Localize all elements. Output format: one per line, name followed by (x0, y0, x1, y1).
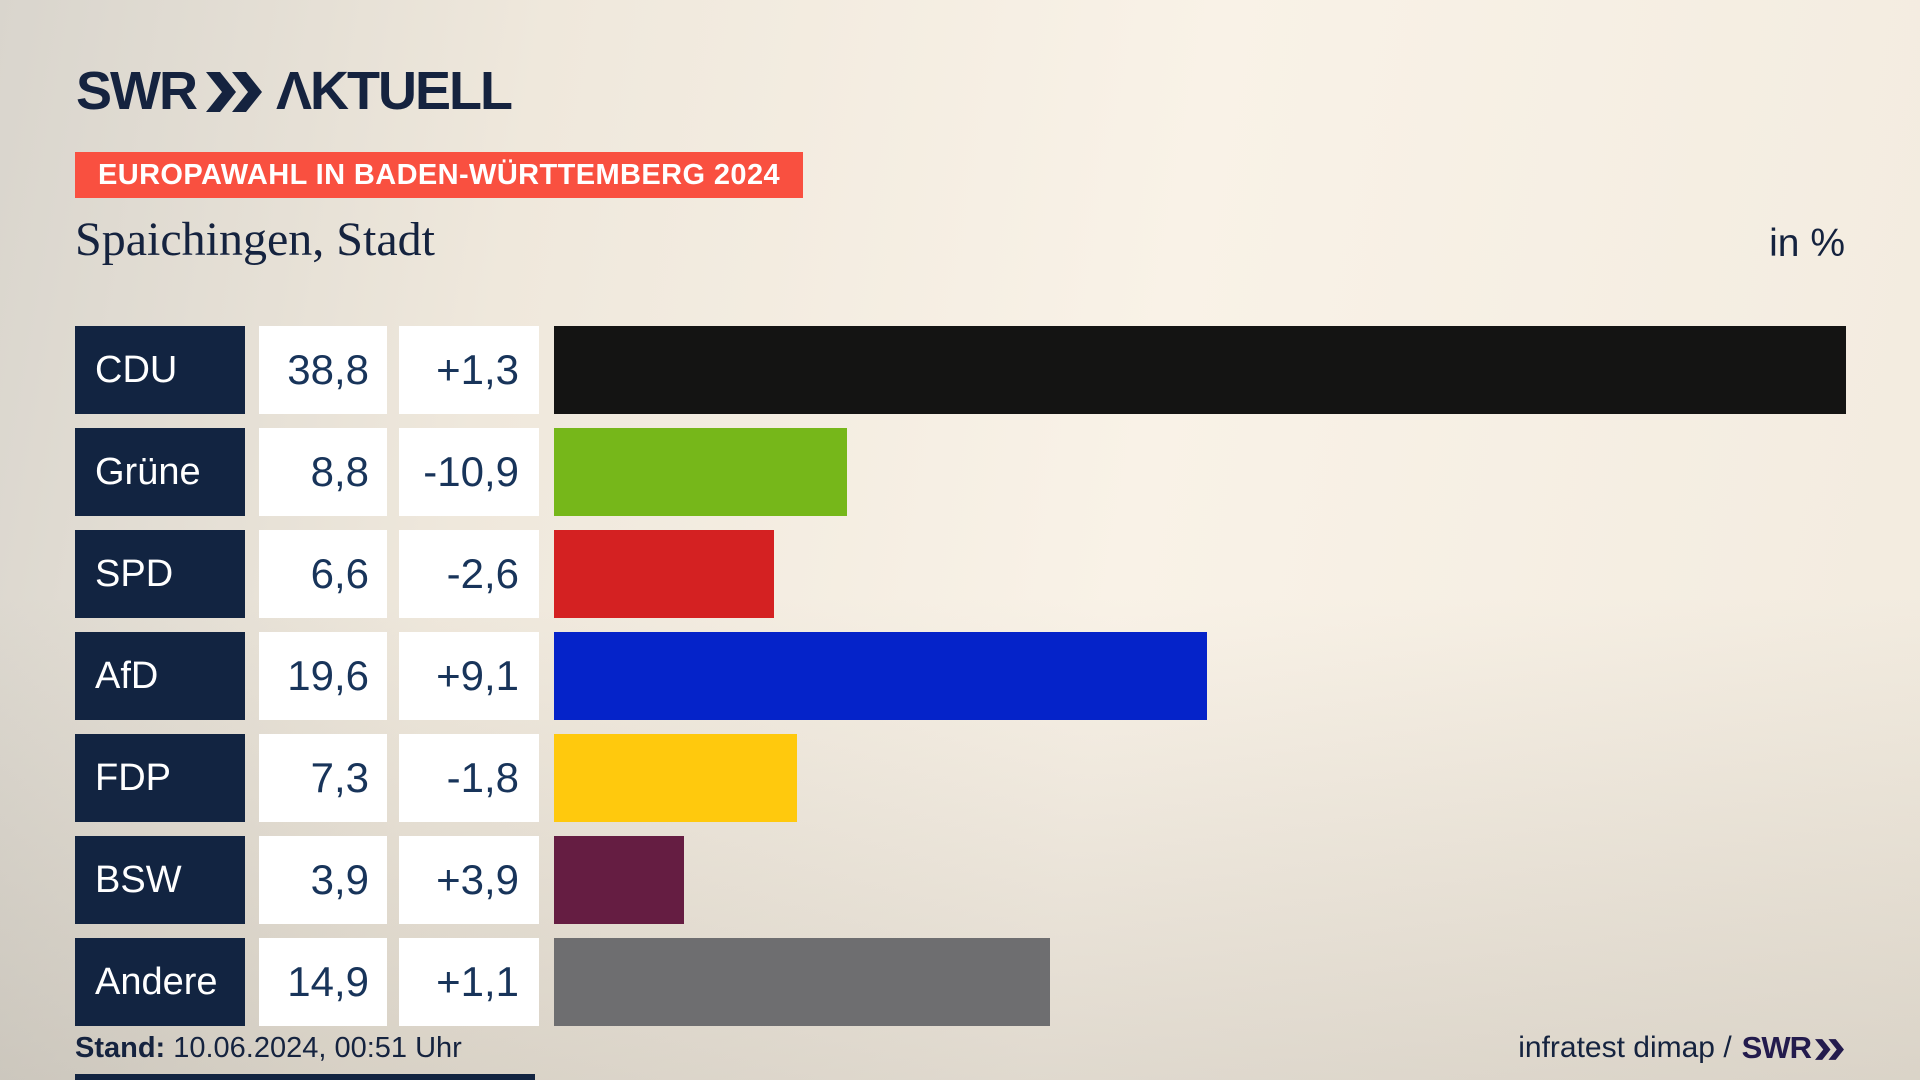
result-bar (554, 734, 797, 822)
change-box: +1,3 (399, 326, 539, 414)
party-label-box: CDU (75, 326, 245, 414)
party-name: Andere (95, 960, 218, 1003)
change-box: +1,1 (399, 938, 539, 1026)
change-box: +9,1 (399, 632, 539, 720)
value-box: 14,9 (259, 938, 387, 1026)
party-name: FDP (95, 756, 171, 799)
party-name: AfD (95, 654, 159, 697)
stand-label: Stand: (75, 1032, 166, 1064)
result-bar (554, 326, 1846, 414)
stand-timestamp: Stand: 10.06.2024, 00:51 Uhr (75, 1032, 462, 1065)
election-banner: EUROPAWAHL IN BADEN-WÜRTTEMBERG 2024 (75, 152, 803, 198)
table-row: Grüne 8,8 -10,9 (75, 428, 1846, 516)
party-value: 7,3 (310, 754, 369, 801)
value-box: 6,6 (259, 530, 387, 618)
party-change: -1,8 (446, 754, 519, 801)
double-chevron-icon (205, 72, 264, 112)
unit-label: in % (1769, 222, 1845, 265)
results-table: CDU 38,8 +1,3 Grüne 8,8 -10,9 (75, 326, 1846, 1026)
party-label-box: FDP (75, 734, 245, 822)
result-bar (554, 938, 1050, 1026)
party-name: SPD (95, 552, 174, 595)
value-box: 8,8 (259, 428, 387, 516)
change-box: -10,9 (399, 428, 539, 516)
change-box: -1,8 (399, 734, 539, 822)
result-bar (554, 836, 684, 924)
result-bar (554, 428, 847, 516)
change-box: -2,6 (399, 530, 539, 618)
party-change: -10,9 (423, 448, 519, 495)
table-row: Andere 14,9 +1,1 (75, 938, 1846, 1026)
party-label-box: SPD (75, 530, 245, 618)
source-text: infratest dimap / (1518, 1031, 1732, 1064)
party-label-box: AfD (75, 632, 245, 720)
double-chevron-icon (1815, 1038, 1845, 1060)
swr-aktuell-logo: SWR ΛKTUELL (76, 61, 513, 121)
stand-value: 10.06.2024, 00:51 Uhr (173, 1032, 462, 1064)
election-banner-label: EUROPAWAHL IN BADEN-WÜRTTEMBERG 2024 (98, 158, 780, 191)
value-box: 38,8 (259, 326, 387, 414)
party-value: 19,6 (287, 652, 369, 699)
party-value: 8,8 (310, 448, 369, 495)
party-change: +1,1 (436, 958, 519, 1005)
source-swr-logo: SWR (1741, 1030, 1812, 1065)
party-value: 3,9 (310, 856, 369, 903)
party-change: +1,3 (436, 346, 519, 393)
table-row: FDP 7,3 -1,8 (75, 734, 1846, 822)
bottom-partial-bar (75, 1074, 535, 1080)
party-value: 38,8 (287, 346, 369, 393)
source-credit: infratest dimap / SWR (1518, 1030, 1845, 1066)
table-row: CDU 38,8 +1,3 (75, 326, 1846, 414)
party-label-box: Andere (75, 938, 245, 1026)
party-label-box: Grüne (75, 428, 245, 516)
party-change: -2,6 (446, 550, 519, 597)
table-row: AfD 19,6 +9,1 (75, 632, 1846, 720)
party-value: 14,9 (287, 958, 369, 1005)
party-value: 6,6 (310, 550, 369, 597)
party-name: BSW (95, 858, 182, 901)
party-change: +3,9 (436, 856, 519, 903)
change-box: +3,9 (399, 836, 539, 924)
table-row: BSW 3,9 +3,9 (75, 836, 1846, 924)
logo-aktuell-text: ΛKTUELL (275, 61, 513, 121)
party-change: +9,1 (436, 652, 519, 699)
table-row: SPD 6,6 -2,6 (75, 530, 1846, 618)
value-box: 19,6 (259, 632, 387, 720)
result-bar (554, 632, 1207, 720)
party-label-box: BSW (75, 836, 245, 924)
result-bar (554, 530, 774, 618)
party-name: CDU (95, 348, 178, 391)
logo-swr-text: SWR (76, 61, 198, 121)
party-name: Grüne (95, 450, 201, 493)
region-title: Spaichingen, Stadt (75, 213, 435, 266)
value-box: 3,9 (259, 836, 387, 924)
value-box: 7,3 (259, 734, 387, 822)
